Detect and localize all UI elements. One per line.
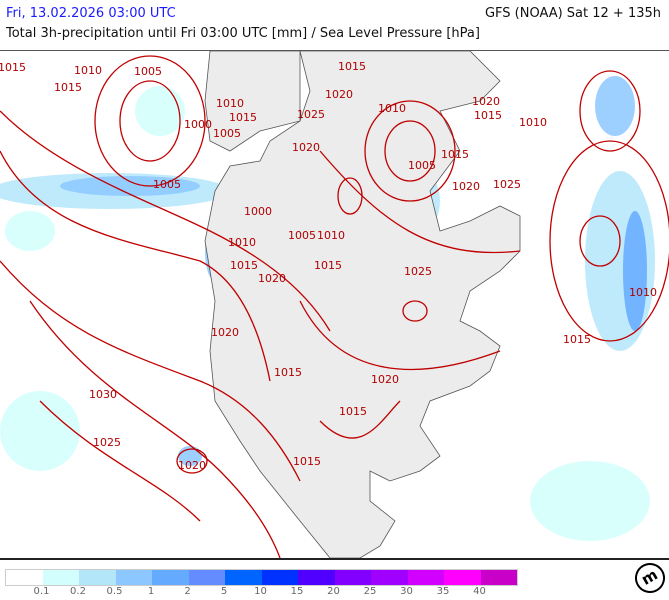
isobar-label: 1015: [474, 109, 502, 122]
legend-tick: 40: [473, 586, 486, 597]
legend-tick: 10: [254, 586, 267, 597]
isobar-label: 1010: [317, 229, 345, 242]
legend-swatch: [480, 570, 517, 585]
isobar-label: 1020: [371, 373, 399, 386]
legend-swatch: [371, 570, 408, 585]
legend-tick: 25: [363, 586, 377, 597]
isobar-label: 1005: [153, 178, 181, 191]
legend-tick: 1: [147, 586, 155, 597]
isobar-label: 1010: [74, 64, 102, 77]
legend-swatch: [261, 570, 298, 585]
isobar-label: 1010: [629, 286, 657, 299]
isobar-label: 1010: [216, 97, 244, 110]
model-run: GFS (NOAA) Sat 12 + 135h: [484, 6, 661, 21]
isobar-label: 1025: [404, 265, 432, 278]
forecast-date: Fri, 13.02.2026 03:00 UTC: [6, 6, 176, 21]
isobar-label: 1000: [244, 205, 272, 218]
isobar-label: 1005: [134, 65, 162, 78]
precip-area: [0, 391, 80, 471]
alaska-land: [204, 51, 301, 152]
legend-swatch: [42, 570, 79, 585]
legend-swatch: [152, 570, 189, 585]
legend-swatch: [188, 570, 225, 585]
meteologix-logo: m: [629, 557, 669, 599]
legend-tick: 0.1: [33, 586, 50, 597]
precip-area: [530, 461, 650, 541]
isobar-label: 1020: [452, 180, 480, 193]
legend-tick: 30: [400, 586, 413, 597]
isobar-label: 1015: [314, 259, 342, 272]
isobar-label: 1015: [274, 366, 302, 379]
isobar-label: 1015: [229, 111, 257, 124]
isobars: [0, 55, 669, 558]
legend-swatch: [298, 570, 335, 585]
legend-swatch: [225, 570, 262, 585]
legend-tick: 35: [436, 586, 450, 597]
isobar-label: 1020: [472, 95, 500, 108]
isobar-label: 1005: [408, 159, 436, 172]
isobar-label: 1015: [338, 60, 366, 73]
isobar-label: 1015: [293, 455, 321, 468]
legend-swatch: [6, 570, 43, 585]
isobar-label: 1000: [184, 118, 212, 131]
map-title: Total 3h-precipitation until Fri 03:00 U…: [6, 26, 480, 41]
isobar-label: 1015: [54, 81, 82, 94]
isobar-label: 1015: [230, 259, 258, 272]
isobar-label: 1015: [339, 405, 367, 418]
legend-tick: 2: [184, 586, 191, 597]
isobar-label: 1010: [378, 102, 406, 115]
precip-area: [595, 76, 635, 136]
north-america-land: [204, 51, 521, 558]
isobar-label: 1005: [213, 127, 241, 140]
isobar-label: 1025: [493, 178, 521, 191]
isobar-label: 1015: [441, 148, 469, 161]
legend-swatch: [79, 570, 116, 585]
isobar-label: 1030: [89, 388, 117, 401]
legend-tick: 0.2: [70, 586, 86, 597]
isobar-label: 1010: [228, 236, 256, 249]
legend-swatch: [115, 570, 152, 585]
isobar-label: 1005: [288, 229, 316, 242]
precip-area: [623, 211, 647, 331]
legend-swatch: [444, 570, 481, 585]
legend-swatch: [334, 570, 371, 585]
isobar-label: 1025: [297, 108, 325, 121]
isobar-label: 1020: [211, 326, 239, 339]
legend-tick: 5: [220, 586, 228, 597]
isobar-label: 1025: [93, 436, 121, 449]
precip-area: [60, 176, 200, 196]
legend-swatch: [407, 570, 444, 585]
legend-tick: 20: [327, 586, 340, 597]
precip-area: [5, 211, 55, 251]
legend-tick: 0.5: [106, 586, 123, 597]
precipitation-legend: [5, 569, 518, 586]
isobar-label: 1020: [258, 272, 286, 285]
isobar-label: 1020: [292, 141, 320, 154]
legend-tick: 15: [290, 586, 304, 597]
isobar-label: 1020: [178, 459, 206, 472]
isobar-label: 1015: [0, 61, 26, 74]
isobar-label: 1015: [563, 333, 591, 346]
precip-area: [135, 86, 185, 136]
weather-map[interactable]: 1015 1010 10051015100010101015100510051000…: [0, 50, 669, 560]
isobar-label: 1020: [325, 88, 353, 101]
isobar-label: 1010: [519, 116, 547, 129]
